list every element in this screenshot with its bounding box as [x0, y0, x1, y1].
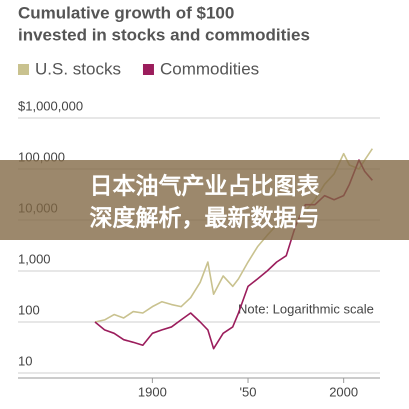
y-tick-label: 100 — [18, 302, 40, 317]
banner-text: 深度解析，最新数据与 — [90, 205, 320, 232]
legend-label: U.S. stocks — [35, 59, 121, 78]
y-tick-label: $1,000,000 — [18, 98, 83, 113]
legend-label: Commodities — [160, 59, 259, 78]
legend-swatch — [18, 64, 29, 75]
x-tick-label: 1900 — [138, 384, 167, 399]
chart-title: Cumulative growth of $100 — [18, 3, 234, 22]
note: Note: Logarithmic scale — [238, 301, 374, 316]
x-tick-label: 2000 — [329, 384, 358, 399]
banner — [0, 160, 409, 240]
y-tick-label: 10 — [18, 353, 32, 368]
x-tick-label: '50 — [240, 384, 257, 399]
banner-text: 日本油气产业占比图表 — [90, 173, 321, 200]
chart-title: invested in stocks and commodities — [18, 25, 310, 44]
legend-swatch — [142, 64, 154, 75]
y-tick-label: 1,000 — [18, 251, 51, 266]
